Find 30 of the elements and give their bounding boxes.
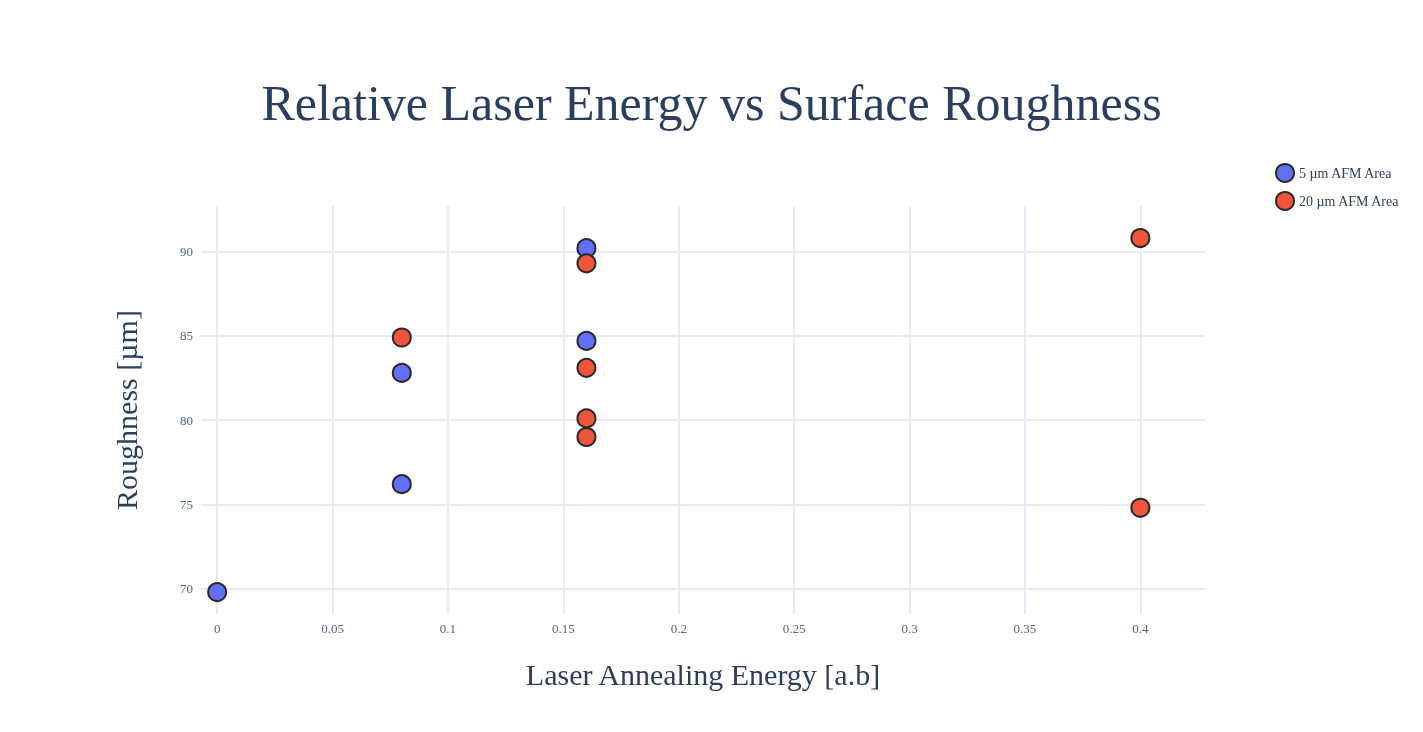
- point: [391, 362, 412, 383]
- y-tick-label: 75: [180, 496, 193, 512]
- y-axis-title: Roughness [µm]: [109, 310, 143, 510]
- point: [1130, 228, 1151, 249]
- point: [576, 253, 597, 274]
- point: [576, 408, 597, 429]
- point: [1130, 497, 1151, 518]
- y-tick-label: 80: [180, 412, 193, 428]
- x-tick-label: 0.15: [551, 621, 575, 636]
- y-tick-label: 70: [180, 581, 193, 597]
- x-tick-label: 0.35: [1013, 621, 1037, 636]
- x-tick-label: 0.2: [670, 621, 687, 636]
- y-tick-label: 90: [180, 244, 193, 260]
- legend-label: 20 µm AFM Area: [1299, 193, 1400, 209]
- point: [391, 474, 412, 495]
- point: [576, 357, 597, 378]
- x-axis-title: Laser Annealing Energy [a.b]: [525, 657, 881, 691]
- point: [576, 426, 597, 447]
- x-tick-label: 0.4: [1132, 621, 1149, 636]
- x-tick-label: 0.3: [901, 621, 918, 636]
- point: [576, 330, 597, 351]
- y-tick-label: 85: [180, 328, 193, 344]
- legend-label: 5 µm AFM Area: [1299, 165, 1393, 181]
- x-tick-label: 0.25: [782, 621, 806, 636]
- chart-title: Relative Laser Energy vs Surface Roughness: [261, 75, 1162, 131]
- point: [391, 327, 412, 348]
- x-tick-label: 0.1: [439, 621, 457, 636]
- x-tick-label: 0: [213, 621, 221, 636]
- point: [207, 582, 228, 603]
- x-tick-label: 0.05: [321, 621, 344, 636]
